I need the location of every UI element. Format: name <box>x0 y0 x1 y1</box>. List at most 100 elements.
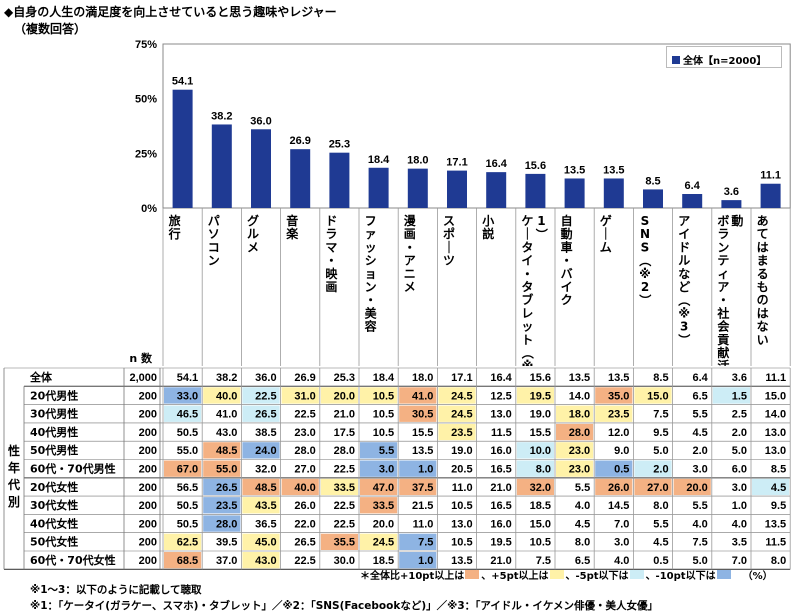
category-label-char: ド <box>678 240 690 254</box>
highlight-cell <box>360 497 398 514</box>
table-cell: 3.0 <box>614 537 629 549</box>
row-n: 200 <box>139 537 157 549</box>
category-label-char: ※ <box>678 306 690 320</box>
category-label-char: 旅 <box>169 213 181 228</box>
table-cell: 8.5 <box>771 464 786 476</box>
legend-swatch <box>672 55 680 64</box>
highlight-cell <box>516 460 554 477</box>
category-label-char: 容 <box>364 319 377 334</box>
table-cell: 8.0 <box>575 537 590 549</box>
table-cell: 50.5 <box>177 500 198 512</box>
category-label-char: ッ <box>365 240 377 254</box>
table-cell: 10.5 <box>451 500 472 512</box>
category-label-char: ｜ <box>600 226 612 241</box>
note-2: ※1：「ケータイ(ガラケー、スマホ)・タブレット」／※2：「SNS(Facebo… <box>30 600 659 612</box>
table-cell: 19.0 <box>451 445 472 457</box>
highlight-cell <box>203 497 241 514</box>
category-label-char: 1 <box>537 214 545 228</box>
category-label-char: イ <box>678 227 690 241</box>
highlight-cell <box>203 387 241 404</box>
category-label-char: ） <box>638 294 653 306</box>
category-label-char: 自 <box>561 213 573 228</box>
category-label-char: N <box>640 227 650 241</box>
table-cell: 8.0 <box>536 464 551 476</box>
table-cell: 68.5 <box>177 555 198 567</box>
table-cell: 24.5 <box>451 390 472 402</box>
row-label: 50代男性 <box>30 443 78 457</box>
bar <box>760 183 781 208</box>
highlight-cell <box>164 552 202 569</box>
table-cell: 35.5 <box>334 537 355 549</box>
table-cell: 35.0 <box>608 390 629 402</box>
category-label-char: 動 <box>731 213 743 228</box>
table-cell: 24.5 <box>451 409 472 421</box>
table-cell: 19.0 <box>530 409 551 421</box>
row-n: 200 <box>139 518 157 530</box>
category-label-char: 小 <box>482 213 494 228</box>
table-cell: 1.0 <box>732 500 747 512</box>
key-suffix: （%） <box>742 571 773 582</box>
table-cell: 5.5 <box>379 445 394 457</box>
table-cell: 22.5 <box>334 464 355 476</box>
table-cell: 18.4 <box>373 372 395 384</box>
bar <box>329 152 350 208</box>
category-label-char: ｜ <box>521 226 533 241</box>
table-cell: 2.5 <box>732 409 747 421</box>
table-cell: 28.0 <box>334 445 355 457</box>
category-label-char: バ <box>561 267 573 281</box>
highlight-cell <box>242 478 280 496</box>
legend-box <box>666 46 782 68</box>
category-label-char: ッ <box>521 320 533 334</box>
highlight-cell <box>438 405 476 422</box>
table-cell: 1.0 <box>418 555 433 567</box>
table-cell: 8.5 <box>653 372 668 384</box>
category-label-char: 音 <box>286 213 298 228</box>
legend-label: 全体【n=2000】 <box>683 56 767 67</box>
table-cell: 16.5 <box>490 464 511 476</box>
table-cell: 20.5 <box>451 464 472 476</box>
highlight-cell <box>556 405 594 422</box>
bar-value-label: 13.5 <box>564 164 585 176</box>
highlight-cell <box>516 387 554 404</box>
highlight-cell <box>164 387 202 404</box>
category-label-char: 動 <box>561 226 573 241</box>
bar <box>525 173 546 208</box>
highlight-cell <box>164 460 202 477</box>
table-cell: 9.5 <box>653 427 668 439</box>
category-label-char: シ <box>365 254 377 268</box>
table-cell: 3.0 <box>693 464 708 476</box>
table-cell: 33.5 <box>334 482 355 494</box>
highlight-cell <box>203 515 241 532</box>
highlight-cell <box>556 442 594 459</box>
table-cell: 0.5 <box>614 464 629 476</box>
table-cell: 56.5 <box>177 482 198 494</box>
bar-chart: 0%25%50%75%54.1旅行38.2パソコン36.0グルメ26.9音楽25… <box>135 39 791 366</box>
table-cell: 38.2 <box>216 372 237 384</box>
table-cell: 3.5 <box>732 537 747 549</box>
category-label-char: な <box>757 320 769 334</box>
key-minus10-text: 、-10pt以下は <box>645 571 716 582</box>
bar <box>643 189 663 208</box>
table-cell: 18.5 <box>530 500 551 512</box>
table-cell: 15.5 <box>412 427 433 439</box>
table-cell: 5.5 <box>653 518 668 530</box>
table-cell: 28.0 <box>294 445 315 457</box>
table-cell: 46.5 <box>177 409 198 421</box>
row-label: 30代女性 <box>30 498 78 512</box>
category-label-char: 会 <box>717 319 730 334</box>
category-label-char: イ <box>561 280 573 294</box>
category-label-char: ィ <box>717 267 729 281</box>
category-label-char: 献 <box>717 345 729 360</box>
category-label-char: ） <box>677 334 692 346</box>
table-cell: 30.5 <box>412 409 433 421</box>
highlight-cell <box>360 460 398 477</box>
category-label-char: 行 <box>168 226 181 241</box>
table-cell: 48.5 <box>255 482 276 494</box>
bar <box>211 124 232 208</box>
bar-value-label: 8.5 <box>645 175 660 187</box>
table-cell: 20.0 <box>373 518 394 530</box>
table-cell: 41.0 <box>412 390 433 402</box>
table-cell: 13.0 <box>490 409 511 421</box>
category-label-char: て <box>757 227 769 241</box>
category-label-char: ア <box>678 214 690 228</box>
